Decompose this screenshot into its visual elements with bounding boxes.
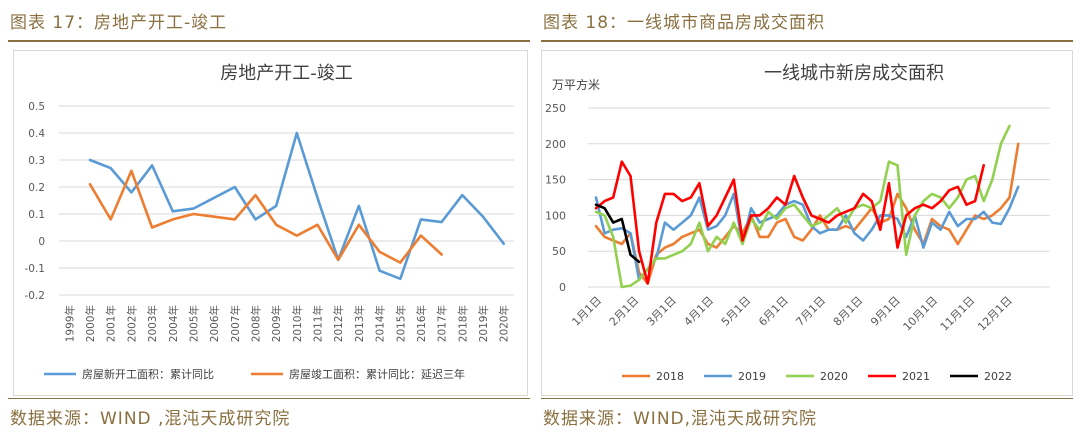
right-caption-rule	[541, 40, 1073, 42]
y-tick-label: 0	[559, 281, 566, 294]
y-tick-label: 100	[545, 209, 566, 222]
legend-label: 2020	[820, 370, 848, 383]
x-tick-label: 2011年	[312, 305, 325, 342]
y-unit-label: 万平方米	[552, 77, 600, 92]
left-chart-panel: 房地产开工-竣工 -0.2 -0.1 0 0.1 0.2 0.3 0.4 0.5 1999年 200…	[13, 50, 528, 396]
x-tick-label: 2001年	[105, 305, 118, 342]
y-tick-label: 250	[545, 102, 566, 115]
x-tick-label: 2月1日	[607, 294, 642, 329]
x-tick-label: 9月1日	[868, 294, 903, 329]
x-tick-label: 2020年	[498, 305, 511, 342]
left-caption-rule	[8, 40, 530, 42]
x-tick-label: 2006年	[208, 305, 221, 342]
series-line	[88, 169, 443, 264]
legend-label: 2019	[738, 370, 766, 383]
legend-label: 房屋竣工面积：累计同比：延迟三年	[289, 367, 465, 381]
x-tick-label: 2017年	[436, 305, 449, 342]
x-tick-label: 2016年	[415, 305, 428, 342]
series-line	[594, 124, 1011, 289]
x-tick-label: 8月1日	[831, 294, 866, 329]
x-tick-label: 2009年	[270, 305, 283, 342]
y-tick-label: 50	[552, 245, 566, 258]
chart-title: 房地产开工-竣工	[220, 63, 353, 84]
x-tick-label: 1月1日	[569, 294, 604, 329]
series-line	[88, 131, 505, 281]
x-tick-label: 2002年	[125, 305, 138, 342]
left-source-rule	[8, 398, 530, 399]
y-tick-label: 0.4	[28, 128, 45, 140]
left-chart: 房地产开工-竣工 -0.2 -0.1 0 0.1 0.2 0.3 0.4 0.5 1999年 200…	[25, 63, 514, 381]
y-tick-label: 150	[545, 174, 566, 187]
x-tick-label: 6月1日	[756, 294, 791, 329]
x-tick-label: 3月1日	[644, 294, 679, 329]
x-tick-label: 2013年	[353, 305, 366, 342]
series-line	[594, 203, 641, 264]
x-tick-label: 10月1日	[901, 294, 941, 334]
x-tick-label: 11月1日	[938, 294, 978, 334]
x-tick-label: 12月1日	[975, 294, 1015, 334]
x-tick-label: 2000年	[84, 305, 97, 342]
series-line	[594, 142, 1020, 285]
y-tick-label: 0.2	[28, 182, 45, 194]
left-source-note: 数据来源：WIND ,混沌天成研究院	[10, 409, 291, 429]
x-tick-label: 1999年	[63, 305, 76, 342]
x-tick-label: 2004年	[167, 305, 180, 342]
x-tick-label: 2010年	[291, 305, 304, 342]
x-tick-label: 2019年	[477, 305, 490, 342]
y-tick-label: 0	[38, 236, 45, 248]
y-tick-label: 0.5	[28, 101, 45, 113]
x-tick-label: 2012年	[332, 305, 345, 342]
legend-label: 2021	[902, 370, 930, 383]
x-tick-label: 2008年	[249, 305, 262, 342]
legend-label: 2022	[984, 370, 1012, 383]
x-tick-label: 2005年	[187, 305, 200, 342]
x-tick-label: 5月1日	[719, 294, 754, 329]
right-chart-panel: 一线城市新房成交面积万平方米 0 50 100 150 200 250 1月1日 2月1日 3月1…	[541, 50, 1073, 396]
right-figure-caption: 图表 18：一线城市商品房成交面积	[543, 13, 826, 33]
chart-title: 一线城市新房成交面积	[764, 63, 944, 84]
x-tick-label: 4月1日	[681, 294, 716, 329]
y-tick-label: 0.1	[28, 209, 45, 221]
y-tick-label: 200	[545, 138, 566, 151]
x-tick-label: 2014年	[374, 305, 387, 342]
series-line	[594, 185, 1020, 282]
x-tick-label: 2015年	[394, 305, 407, 342]
legend-label: 房屋新开工面积：累计同比	[82, 367, 214, 381]
y-tick-label: 0.3	[28, 155, 45, 167]
x-tick-label: 2007年	[229, 305, 242, 342]
left-figure-caption: 图表 17：房地产开工-竣工	[10, 13, 228, 33]
series-line	[594, 160, 985, 285]
legend-label: 2018	[656, 370, 684, 383]
y-tick-label: -0.1	[25, 263, 46, 275]
right-source-note: 数据来源：WIND,混沌天成研究院	[543, 409, 818, 429]
y-tick-label: -0.2	[25, 290, 46, 302]
x-tick-label: 2018年	[456, 305, 469, 342]
right-source-rule	[541, 398, 1073, 399]
x-tick-label: 2003年	[146, 305, 159, 342]
x-tick-label: 7月1日	[793, 294, 828, 329]
